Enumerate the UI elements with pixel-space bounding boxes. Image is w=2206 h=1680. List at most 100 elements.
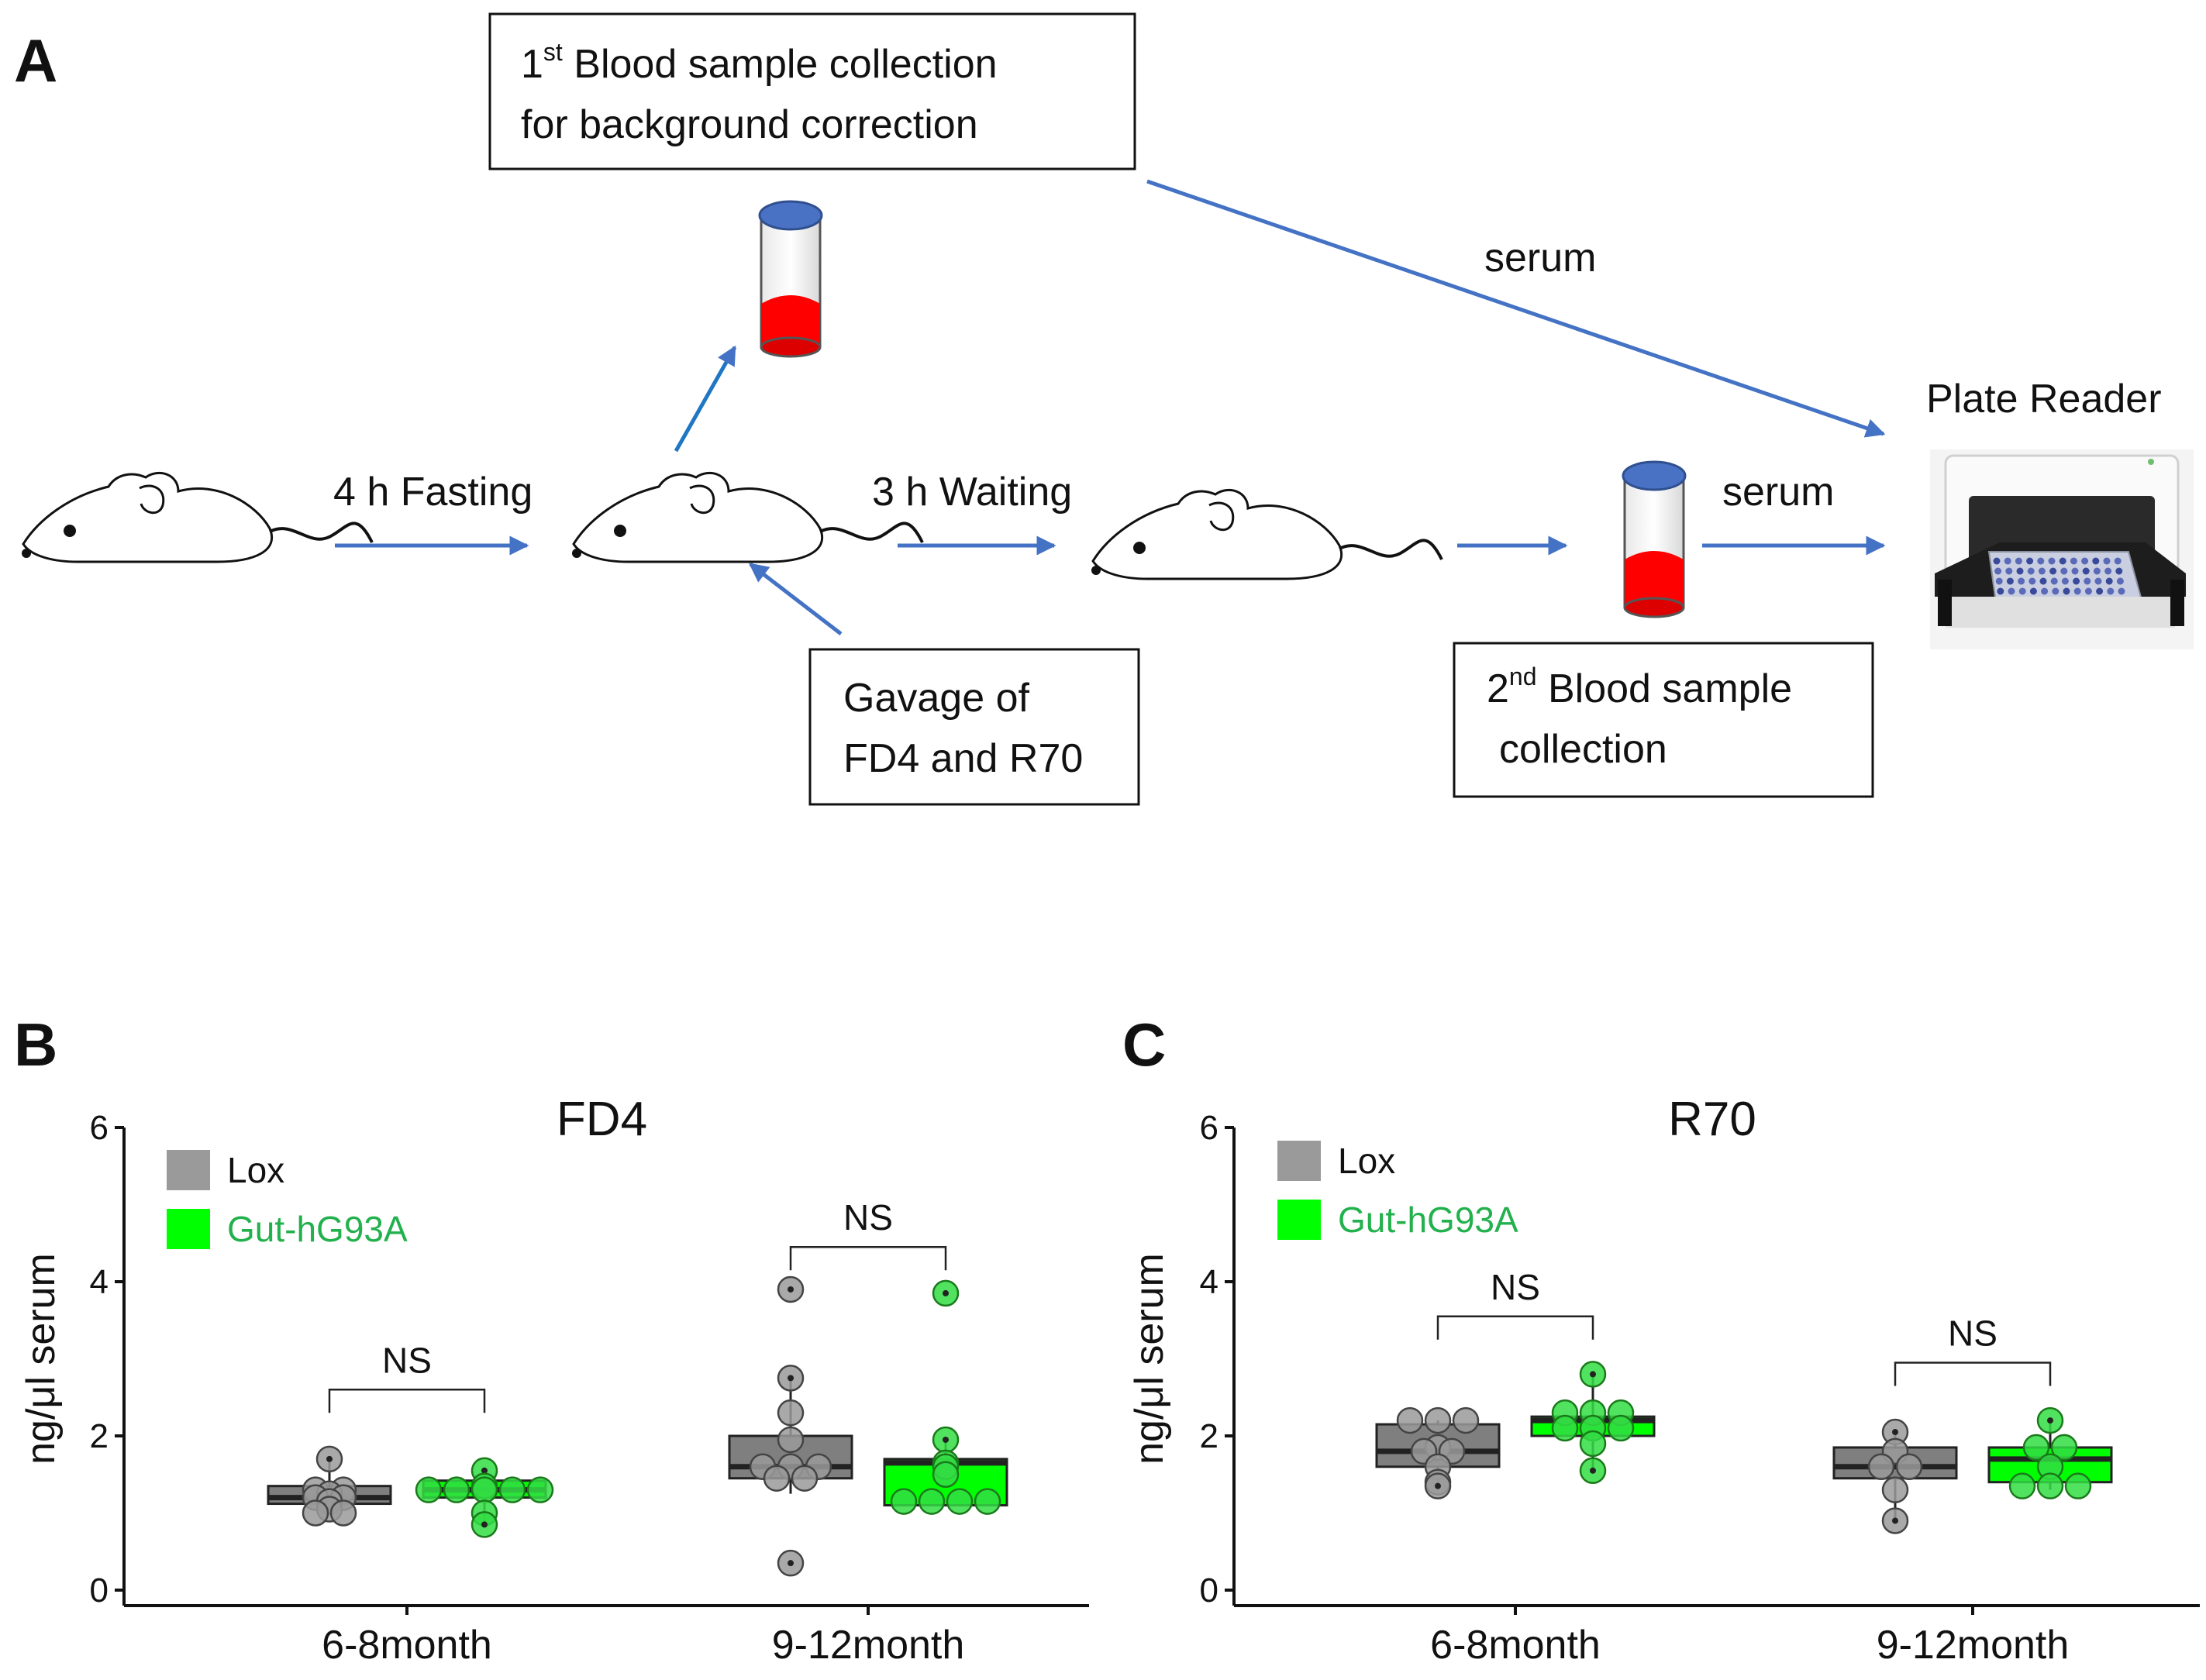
y-tick-label: 6: [1200, 1109, 1218, 1147]
significance-bracket: NS: [1894, 1313, 2052, 1386]
plate-well: [2082, 567, 2090, 575]
plate-well: [2103, 557, 2111, 565]
data-point: [1579, 1430, 1607, 1458]
plate-well: [2029, 587, 2037, 595]
outlier-dot: [788, 1560, 794, 1567]
plate-well: [2093, 567, 2101, 575]
significance-label: NS: [1491, 1267, 1540, 1307]
box-gut-hg93a-0: [415, 1457, 554, 1538]
significance-bracket: NS: [328, 1340, 486, 1413]
data-point: [932, 1461, 960, 1488]
data-point: [329, 1499, 357, 1527]
significance-label: NS: [1948, 1313, 1997, 1353]
legend-label: Lox: [227, 1150, 284, 1190]
box-lox-0: [267, 1445, 392, 1527]
data-point: [443, 1476, 470, 1503]
plate-well: [2059, 557, 2066, 565]
plate-well: [2037, 557, 2045, 565]
plate-well: [2096, 587, 2104, 595]
legend-swatch: [1277, 1141, 1321, 1181]
plate-well: [2048, 557, 2056, 565]
mouse-1-icon: [22, 471, 374, 563]
data-point: [974, 1488, 1001, 1515]
arrow-serum-top: [1146, 179, 1886, 438]
significance-bracket: NS: [1436, 1267, 1594, 1340]
significance-label: NS: [382, 1340, 432, 1380]
box-gut-hg93a-1: [883, 1279, 1008, 1515]
gavage-box: Gavage of FD4 and R70: [808, 648, 1140, 806]
data-point: [2050, 1434, 2078, 1461]
chart-fd4: B FD4 0 2 4 6 ng/μl serum 6-8month 9-12month NS NS…: [14, 1010, 1089, 1668]
chart-title: R70: [1668, 1093, 1756, 1146]
x-category-label: 9-12month: [1877, 1623, 2070, 1668]
outlier-dot: [1590, 1467, 1596, 1474]
bracket-line: [1894, 1362, 2052, 1386]
plate-well: [2115, 567, 2123, 575]
box-gut-hg93a-0: [1530, 1361, 1656, 1485]
outlier-dot: [1435, 1482, 1441, 1489]
fasting-label: 4 h Fasting: [333, 470, 533, 515]
plate-well: [2105, 577, 2113, 585]
chart-title: FD4: [557, 1093, 647, 1146]
plate-well: [2061, 577, 2069, 585]
box1-line1: 1st Blood sample collection: [521, 38, 998, 87]
y-tick-label: 4: [1200, 1263, 1218, 1301]
bracket-line: [1436, 1315, 1594, 1340]
data-point: [1895, 1453, 1923, 1481]
plate-well: [2028, 577, 2036, 585]
outlier-dot: [481, 1467, 488, 1474]
outlier-dot: [788, 1286, 794, 1293]
data-point: [1881, 1476, 1909, 1503]
data-point: [777, 1399, 805, 1427]
legend-swatch: [1277, 1200, 1321, 1240]
legend-swatch: [167, 1209, 210, 1249]
plate-well: [2052, 587, 2060, 595]
data-point: [1424, 1406, 1452, 1434]
x-category-label: 6-8month: [322, 1623, 492, 1668]
outlier-dot: [481, 1521, 488, 1528]
gavage-line1: Gavage of: [843, 676, 1029, 721]
data-point: [1396, 1406, 1424, 1434]
plate-well: [2116, 577, 2124, 585]
plate-reader-label: Plate Reader: [1926, 377, 2162, 422]
y-axis-label: ng/μl serum: [1127, 1253, 1172, 1465]
outlier-dot: [1892, 1429, 1898, 1436]
plate-well: [2015, 557, 2022, 565]
panel-label: B: [14, 1010, 57, 1079]
plate-well: [2118, 587, 2125, 595]
y-tick-label: 6: [90, 1109, 109, 1147]
arrow-gavage: [749, 563, 843, 635]
plate-well: [2084, 577, 2091, 585]
gavage-line2: FD4 and R70: [843, 736, 1083, 781]
legend-swatch: [167, 1150, 210, 1190]
arrow-to-tube-1: [674, 345, 737, 453]
plate-well: [2038, 567, 2046, 575]
outlier-dot: [1590, 1371, 1596, 1378]
plate-well: [2094, 577, 2102, 585]
data-point: [498, 1476, 526, 1503]
box-gut-hg93a-1: [1987, 1406, 2113, 1499]
data-point: [2064, 1472, 2092, 1499]
plate-well: [2026, 557, 2034, 565]
data-point: [763, 1465, 791, 1492]
panel-a-label: A: [14, 26, 57, 95]
mouse-3-icon: [1091, 488, 1443, 580]
data-point: [791, 1465, 819, 1492]
outlier-dot: [2047, 1417, 2053, 1424]
data-point: [1867, 1453, 1895, 1481]
plate-well: [2070, 557, 2077, 565]
plate-well: [2006, 577, 2014, 585]
outlier-dot: [1892, 1517, 1898, 1524]
serum-top-label: serum: [1484, 236, 1596, 281]
data-point: [526, 1476, 554, 1503]
outlier-dot: [943, 1289, 949, 1296]
plate-well: [2063, 587, 2070, 595]
significance-label: NS: [843, 1197, 893, 1238]
plate-well: [2016, 567, 2024, 575]
plate-well: [2081, 557, 2089, 565]
plate-reader-icon: [1930, 449, 2194, 649]
box2-line2: collection: [1499, 727, 1667, 772]
outlier-dot: [326, 1455, 333, 1462]
plate-well: [2018, 587, 2026, 595]
legend-label: Lox: [1338, 1141, 1395, 1181]
